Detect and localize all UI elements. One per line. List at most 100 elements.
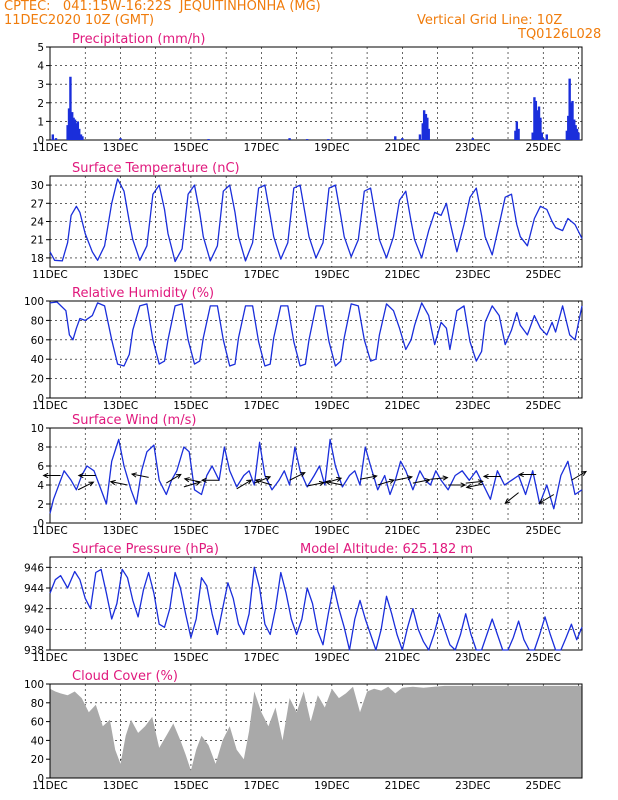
precip-bar [536,110,539,140]
x-tick-label: 25DEC [526,142,561,154]
panel-frame [49,46,583,141]
wind-arrow [466,483,484,488]
x-tick-label: 11DEC [32,652,67,664]
x-tick-label: 17DEC [244,142,279,154]
wind-arrow [236,479,252,490]
x-tick-label: 25DEC [526,780,561,792]
wind-arrow-head [336,476,343,482]
precip-bar [327,139,330,140]
precip-bar [565,130,569,140]
precip-bar [305,139,309,140]
precip-bar [545,134,548,140]
wind-arrow [571,471,587,481]
panel-annotation: Model Altitude: 625.182 m [300,542,473,557]
wind-arrow [289,472,306,481]
panel-frame [49,300,583,399]
y-tick-label: 60 [31,335,44,347]
x-tick-label: 17DEC [244,780,279,792]
wind-arrow-head [482,473,489,480]
wind-arrow-head [580,470,587,476]
precip-bar [79,134,83,140]
wind-arrow-head [175,473,182,479]
wind-arrow [131,473,149,478]
x-tick-label: 11DEC [32,525,67,537]
wind-arrow-head [424,478,431,484]
wind-arrow [166,473,182,484]
x-tick-label: 25DEC [526,525,561,537]
y-tick-label: 1 [37,116,44,128]
y-tick-label: 940 [24,624,44,636]
precip-bar [78,128,81,140]
x-tick-label: 13DEC [103,142,138,154]
x-tick-label: 15DEC [173,142,208,154]
precip-bar [571,100,574,140]
header-line2-right: Vertical Grid Line: 10Z [417,13,563,28]
wind-arrow-head [371,474,378,480]
y-tick-label: 0 [37,135,44,147]
y-tick-label: 938 [24,645,44,657]
precip-bar [539,117,542,140]
x-tick-label: 11DEC [32,780,67,792]
x-tick-label: 15DEC [173,780,208,792]
y-tick-label: 21 [31,235,44,247]
y-tick-label: 27 [31,198,44,210]
series-line [49,178,583,263]
precip-bar [75,123,78,140]
wind-arrow [77,481,94,491]
wind-arrow [325,481,343,486]
wind-arrow [110,481,128,486]
x-tick-label: 11DEC [32,400,67,412]
x-tick-label: 21DEC [385,525,420,537]
panel-2: 18 21 24 27 30 11DEC 13DEC 15DEC 17DEC 19DEC 21DEC… [31,161,583,281]
precip-bar [422,110,426,140]
x-tick-label: 23DEC [455,525,490,537]
wind-arrow-head [460,482,467,488]
wind-arrow-head [318,480,326,487]
x-tick-label: 21DEC [385,400,420,412]
precip-bar [401,138,404,140]
wind-arrow [184,478,202,483]
precip-bar [119,138,122,140]
precip-bar [427,128,430,140]
wind-arrow-head [518,471,524,478]
precip-bar [515,121,519,140]
panel-title: Surface Pressure (hPa) [72,542,219,557]
y-tick-label: 24 [31,217,45,229]
wind-arrow-head [246,479,253,485]
wind-arrow [359,475,377,480]
precip-bar [542,138,545,140]
panel-3: 0 20 40 60 80 100 11DEC 13DEC 15DEC 17DEC 19DEC 21D… [24,286,583,412]
panel-frame [49,683,583,779]
y-tick-label: 60 [31,717,44,729]
wind-arrow-head [265,475,272,481]
x-tick-label: 23DEC [455,400,490,412]
panel-6: 0 20 40 60 80 100 11DEC 13DEC 15DEC 17DEC 19DEC 21D… [24,669,583,792]
x-tick-label: 25DEC [526,269,561,281]
x-tick-label: 15DEC [173,269,208,281]
precip-bar [424,113,428,140]
y-tick-label: 100 [24,679,44,691]
y-tick-label: 946 [24,562,44,574]
y-tick-label: 40 [31,354,44,366]
precip-bar [81,136,84,140]
x-tick-label: 11DEC [32,269,67,281]
precip-bar [569,102,573,140]
x-tick-label: 21DEC [385,142,420,154]
x-tick-label: 23DEC [455,269,490,281]
wind-arrow-head [42,472,49,479]
precip-bar [288,138,291,140]
x-tick-label: 15DEC [173,652,208,664]
precip-bar [537,106,541,140]
series-line [49,438,583,514]
y-tick-label: 942 [24,604,44,616]
y-tick-label: 0 [37,393,44,405]
header-line1: CPTEC: 041:15W-16:22S JEQUITINHONHA (MG) [4,0,321,14]
y-tick-label: 18 [31,253,44,265]
x-tick-label: 23DEC [455,652,490,664]
x-tick-label: 17DEC [244,652,279,664]
x-tick-label: 19DEC [314,525,349,537]
y-tick-label: 0 [37,518,44,530]
precip-bar [421,123,424,140]
y-tick-label: 30 [31,180,44,192]
